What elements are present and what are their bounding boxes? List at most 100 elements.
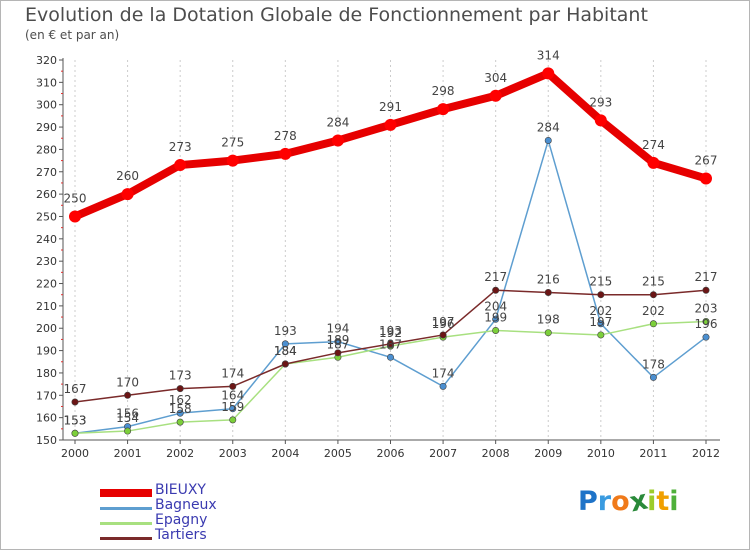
data-point-bieuxy	[174, 159, 187, 172]
y-tick-label: 230	[36, 255, 57, 268]
data-point-bieuxy	[69, 210, 81, 223]
data-point-epagny	[229, 416, 237, 424]
chart-subtitle: (en € et par an)	[25, 28, 120, 42]
data-point-bagneux	[649, 373, 657, 381]
data-point-epagny	[124, 427, 132, 435]
proxiti-logo: Proxiti	[578, 485, 679, 519]
data-label-bagneux: 174	[432, 366, 455, 380]
x-tick-label: 2012	[692, 447, 720, 460]
data-label-tartiers: 217	[695, 270, 718, 284]
x-tick-label: 2010	[587, 447, 615, 460]
data-label-epagny: 197	[589, 315, 612, 329]
data-point-tartiers	[334, 349, 342, 357]
data-label-epagny: 153	[64, 413, 87, 427]
y-tick-label: 300	[36, 99, 57, 112]
data-label-bagneux: 153	[64, 413, 87, 427]
data-label-tartiers: 184	[274, 344, 297, 358]
x-tick-label: 2009	[534, 447, 562, 460]
y-tick-label: 160	[36, 412, 57, 425]
data-label-epagny: 203	[695, 302, 718, 316]
data-label-bieuxy: 267	[695, 153, 718, 167]
logo-letter: r	[597, 486, 612, 517]
legend-swatch	[100, 489, 152, 497]
data-point-bieuxy	[647, 156, 660, 169]
data-point-bieuxy	[594, 114, 607, 127]
logo-letter: i	[669, 486, 679, 517]
data-point-epagny	[492, 326, 500, 334]
data-label-bieuxy: 304	[484, 71, 507, 85]
data-point-bagneux	[281, 340, 289, 348]
logo-letter: P	[578, 486, 598, 517]
data-label-epagny: 187	[326, 337, 349, 351]
data-label-tartiers: 170	[116, 375, 139, 389]
data-point-tartiers	[597, 291, 605, 299]
data-point-tartiers	[176, 385, 184, 393]
data-point-epagny	[597, 331, 605, 339]
legend-swatch	[100, 537, 152, 540]
data-label-tartiers: 189	[326, 333, 349, 347]
x-tick-label: 2004	[271, 447, 299, 460]
data-point-bieuxy	[226, 154, 239, 167]
data-label-bagneux: 164	[221, 389, 244, 403]
data-label-bagneux: 193	[274, 324, 297, 338]
x-tick-label: 2005	[324, 447, 352, 460]
legend-label: BIEUXY	[155, 482, 206, 498]
data-label-bieuxy: 273	[169, 140, 192, 154]
x-tick-label: 2011	[639, 447, 667, 460]
data-point-epagny	[544, 329, 552, 337]
y-tick-label: 290	[36, 121, 57, 134]
data-label-bagneux: 284	[537, 120, 560, 134]
data-label-tartiers: 197	[432, 315, 455, 329]
y-tick-label: 310	[36, 76, 57, 89]
data-point-bagneux	[439, 382, 447, 390]
data-point-tartiers	[649, 291, 657, 299]
logo-letter: t	[656, 486, 670, 517]
legend-swatch	[100, 522, 152, 525]
y-tick-label: 170	[36, 389, 57, 402]
data-label-bagneux: 162	[169, 393, 192, 407]
data-label-bieuxy: 291	[379, 100, 402, 114]
x-tick-label: 2008	[482, 447, 510, 460]
data-label-tartiers: 174	[221, 366, 244, 380]
data-label-tartiers: 217	[484, 270, 507, 284]
data-point-bieuxy	[121, 188, 134, 201]
data-label-bieuxy: 260	[116, 169, 139, 183]
y-tick-label: 220	[36, 278, 57, 291]
y-tick-label: 280	[36, 143, 57, 156]
data-point-tartiers	[71, 398, 79, 406]
x-tick-label: 2003	[219, 447, 247, 460]
data-point-bagneux	[702, 333, 710, 341]
data-label-tartiers: 167	[64, 382, 87, 396]
x-tick-label: 2006	[377, 447, 405, 460]
data-label-bieuxy: 314	[537, 48, 560, 62]
data-label-bagneux: 204	[484, 299, 507, 313]
data-label-bieuxy: 298	[432, 84, 455, 98]
y-tick-label: 190	[36, 345, 57, 358]
data-point-bagneux	[176, 409, 184, 417]
x-tick-label: 2007	[429, 447, 457, 460]
data-label-tartiers: 215	[642, 275, 665, 289]
data-point-tartiers	[492, 286, 500, 294]
data-point-epagny	[71, 429, 79, 437]
data-label-bagneux: 194	[326, 322, 349, 336]
y-tick-label: 320	[36, 54, 57, 67]
data-point-tartiers	[439, 331, 447, 339]
y-tick-label: 240	[36, 233, 57, 246]
data-point-bieuxy	[437, 103, 450, 116]
data-label-bieuxy: 274	[642, 138, 665, 152]
data-label-bagneux: 156	[116, 407, 139, 421]
data-label-epagny: 196	[432, 317, 455, 331]
data-label-bagneux: 178	[642, 357, 665, 371]
data-point-bieuxy	[279, 147, 292, 160]
data-label-bieuxy: 250	[64, 191, 87, 205]
data-label-bagneux: 196	[695, 317, 718, 331]
data-point-bieuxy	[384, 118, 397, 131]
legend-label: Tartiers	[155, 527, 207, 543]
y-tick-label: 180	[36, 367, 57, 380]
data-point-bieuxy	[542, 67, 555, 80]
data-label-bieuxy: 284	[326, 115, 349, 129]
x-tick-label: 2001	[114, 447, 142, 460]
logo-letter: o	[611, 486, 630, 517]
